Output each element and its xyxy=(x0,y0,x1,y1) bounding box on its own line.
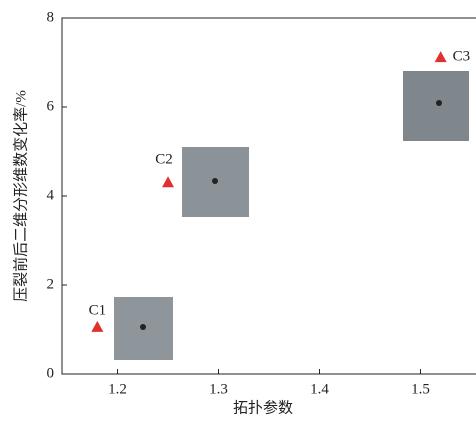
y-tick-label: 8 xyxy=(47,9,55,25)
specimen-center xyxy=(212,178,218,184)
x-tick-label: 1.3 xyxy=(209,381,228,397)
specimen-photo xyxy=(403,71,469,141)
y-tick-label: 2 xyxy=(47,276,55,292)
specimen-center xyxy=(436,100,442,106)
point-label: C1 xyxy=(89,302,107,318)
point xyxy=(162,176,175,188)
specimen-photos xyxy=(114,71,469,360)
y-axis-label: 压裂前后二维分形维数变化率/% xyxy=(12,90,29,302)
x-tick-label: 1.4 xyxy=(310,381,329,397)
point xyxy=(91,320,104,332)
point-label: C3 xyxy=(453,49,471,65)
x-tick-label: 1.5 xyxy=(411,381,430,397)
specimen-center xyxy=(140,324,146,330)
y-tick-label: 0 xyxy=(47,365,55,381)
x-axis-label: 拓扑参数 xyxy=(233,399,293,416)
point-label: C2 xyxy=(155,152,173,168)
point xyxy=(434,51,447,63)
y-tick-label: 4 xyxy=(47,187,55,203)
y-tick-label: 6 xyxy=(47,98,55,114)
x-tick-label: 1.2 xyxy=(108,381,127,397)
